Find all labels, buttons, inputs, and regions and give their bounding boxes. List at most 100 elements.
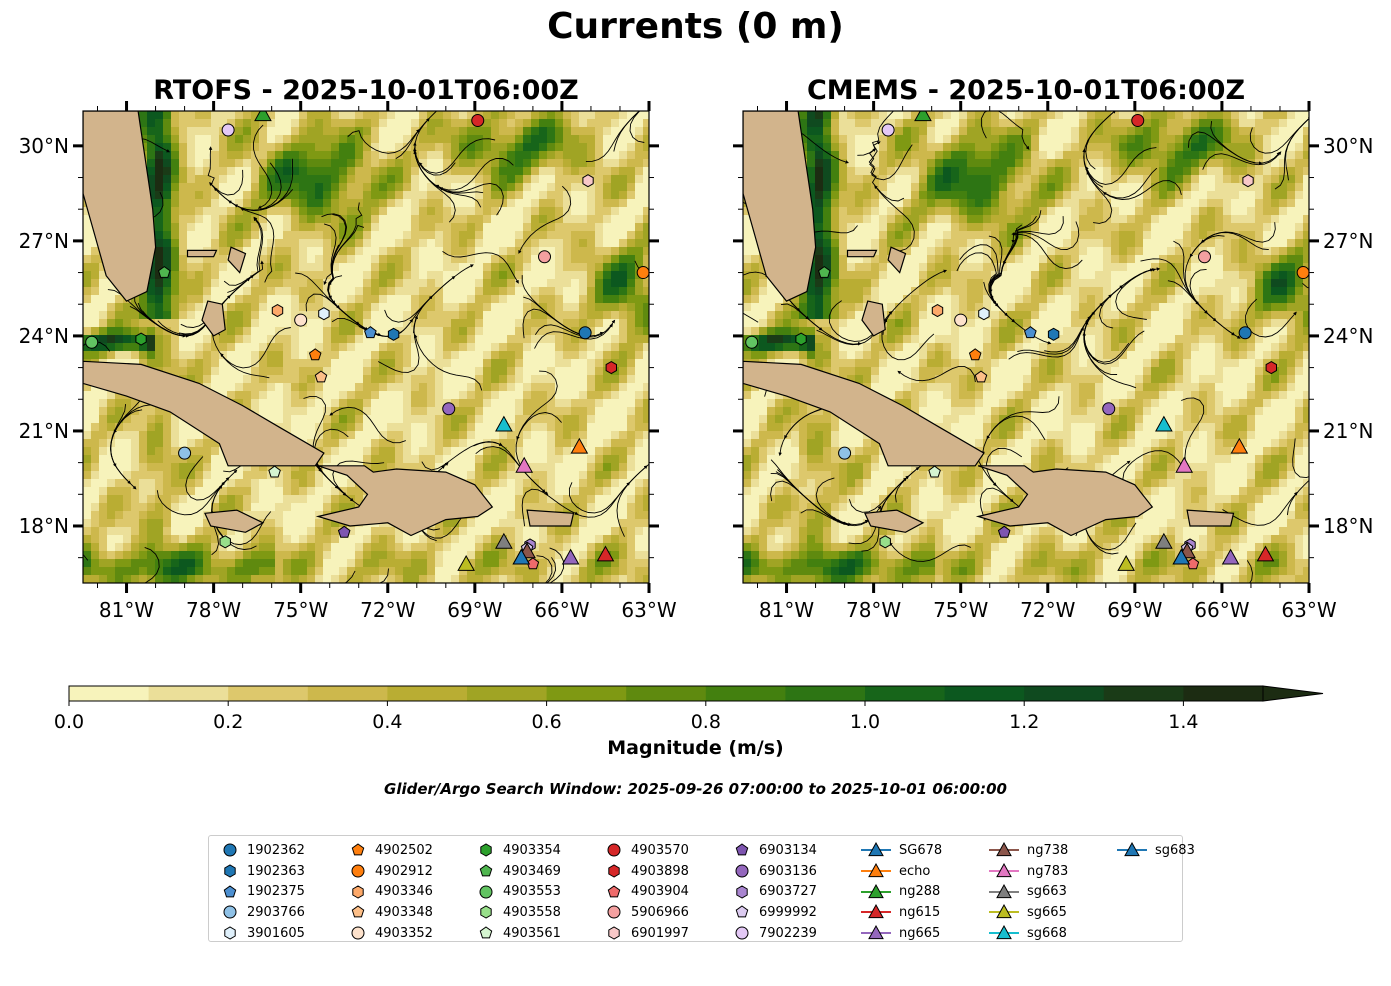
legend-marker-triangle-icon (989, 925, 1019, 940)
colorbar-frame (68, 685, 1264, 702)
legend-entry: ng288 (861, 881, 942, 902)
legend-symbol (868, 925, 884, 940)
platform-4902502 (308, 348, 322, 361)
legend-marker-triangle-icon (861, 842, 891, 857)
legend-entry: echo (861, 861, 942, 882)
platform-7902239 (221, 123, 235, 137)
platform-4903570 (471, 114, 485, 128)
legend-marker-circle-icon (223, 905, 237, 919)
legend-label: ng783 (1027, 863, 1069, 879)
platform-sg668 (495, 415, 513, 432)
legend-entry: 4903352 (349, 923, 433, 944)
platform-4903553 (85, 335, 99, 349)
platform-sg668 (1155, 415, 1173, 432)
legend-symbol (480, 905, 492, 919)
legend-label: 6903134 (759, 842, 817, 858)
legend-marker-circle-icon (607, 843, 621, 857)
legend-symbol (996, 925, 1012, 940)
x-tick-label: 63°W (621, 598, 676, 622)
map-panel-rtofs: 81°W 78°W 75°W 72°W 69°W 66°W 63°W 18°N 21°N 24°N… (19, 101, 677, 622)
legend-symbol (868, 904, 884, 919)
platform-3901605 (318, 307, 330, 321)
platform-5906966 (1198, 250, 1212, 264)
legend-marker-pentagon-icon (351, 905, 365, 918)
legend-symbol (735, 843, 749, 856)
platform-4903553 (745, 335, 759, 349)
legend-marker-circle-icon (735, 926, 749, 940)
platform-4903561 (928, 465, 941, 478)
platform-6901997 (1242, 174, 1254, 188)
legend-entry: ng665 (861, 923, 942, 944)
legend-entry: sg663 (989, 881, 1068, 902)
legend-entry: SG678 (861, 840, 942, 861)
x-tick-label: 72°W (360, 598, 415, 622)
legend-marker-triangle-icon (861, 883, 891, 898)
legend-marker-circle-icon (223, 843, 237, 857)
colorbar-tick-label: 0.8 (691, 711, 721, 733)
platform-1902375 (1024, 326, 1037, 339)
colorbar: 0.0 0.2 0.4 0.6 0.8 1.0 1.2 1.4 (54, 685, 1324, 733)
colorbar-segment (546, 686, 627, 701)
colorbar-segment (307, 686, 388, 701)
legend-symbol (480, 843, 492, 857)
platform-6903134 (337, 525, 351, 538)
y-tick-label: 27°N (1323, 229, 1373, 253)
legend-symbol (351, 905, 365, 918)
legend-label: 4903352 (375, 925, 433, 941)
colorbar-tick-label: 1.4 (1168, 711, 1198, 733)
legend-marker-hexagon-icon (608, 926, 620, 940)
colorbar-label: Magnitude (m/s) (607, 737, 784, 759)
legend-marker-hexagon-icon (224, 864, 236, 878)
legend-symbol (607, 843, 621, 857)
x-tick-label: 69°W (1107, 598, 1162, 622)
platform-4903346 (271, 304, 284, 318)
colorbar-segment (944, 686, 1025, 701)
legend-label: 7902239 (759, 925, 817, 941)
y-tick-label: 18°N (1323, 514, 1373, 538)
legend-label: 1902362 (247, 842, 305, 858)
colorbar-segment (1024, 686, 1105, 701)
colorbar-extend-arrow (1262, 685, 1324, 702)
platform-1902362 (578, 326, 592, 340)
legend-marker-pentagon-icon (351, 843, 365, 856)
platform-sg683 (512, 548, 531, 565)
x-tick-label: 69°W (447, 598, 502, 622)
legend-label: 5906966 (631, 904, 689, 920)
legend-entry: ng783 (989, 861, 1068, 882)
colorbar-tick-label: 0.2 (213, 711, 243, 733)
platform-6901997 (582, 174, 594, 188)
platform-ng783 (515, 456, 534, 473)
platform-2903766 (178, 446, 192, 460)
legend-entry: 4902502 (349, 840, 433, 861)
legend-symbol (351, 926, 365, 940)
figure-title: Currents (0 m) (547, 6, 844, 47)
colorbar-tick-label: 1.2 (1009, 711, 1039, 733)
legend-label: 4903570 (631, 842, 689, 858)
legend-label: 6903136 (759, 863, 817, 879)
legend-label: 4903904 (631, 884, 689, 900)
platform-ng615 (1256, 545, 1275, 562)
legend-entry: 6903727 (733, 881, 817, 902)
legend-label: 4903348 (375, 904, 433, 920)
x-tick-label: 66°W (1194, 598, 1249, 622)
colorbar-segment (1183, 686, 1264, 701)
legend-label: 4902502 (375, 842, 433, 858)
platform-3901605 (978, 307, 990, 321)
legend-label: 4903561 (503, 925, 561, 941)
legend-label: sg663 (1027, 884, 1067, 900)
colorbar-segment (705, 686, 786, 701)
platform-1902362 (1238, 326, 1252, 340)
legend-entry: ng738 (989, 840, 1068, 861)
legend-label: sg683 (1155, 842, 1195, 858)
legend-entry: sg665 (989, 902, 1068, 923)
legend-column: 4902502 4902912 4903346 4903348 4903352 (349, 840, 433, 943)
colorbar-segment (69, 686, 150, 701)
legend-label: 1902375 (247, 884, 305, 900)
legend-symbol (996, 883, 1012, 898)
legend-symbol (736, 885, 748, 899)
legend-symbol (479, 864, 493, 877)
legend-marker-circle-icon (607, 905, 621, 919)
axis-ticks: 81°W 78°W 75°W 72°W 69°W 66°W 63°W 18°N 21°N 24°N… (19, 101, 677, 622)
platform-echo (1230, 437, 1249, 454)
